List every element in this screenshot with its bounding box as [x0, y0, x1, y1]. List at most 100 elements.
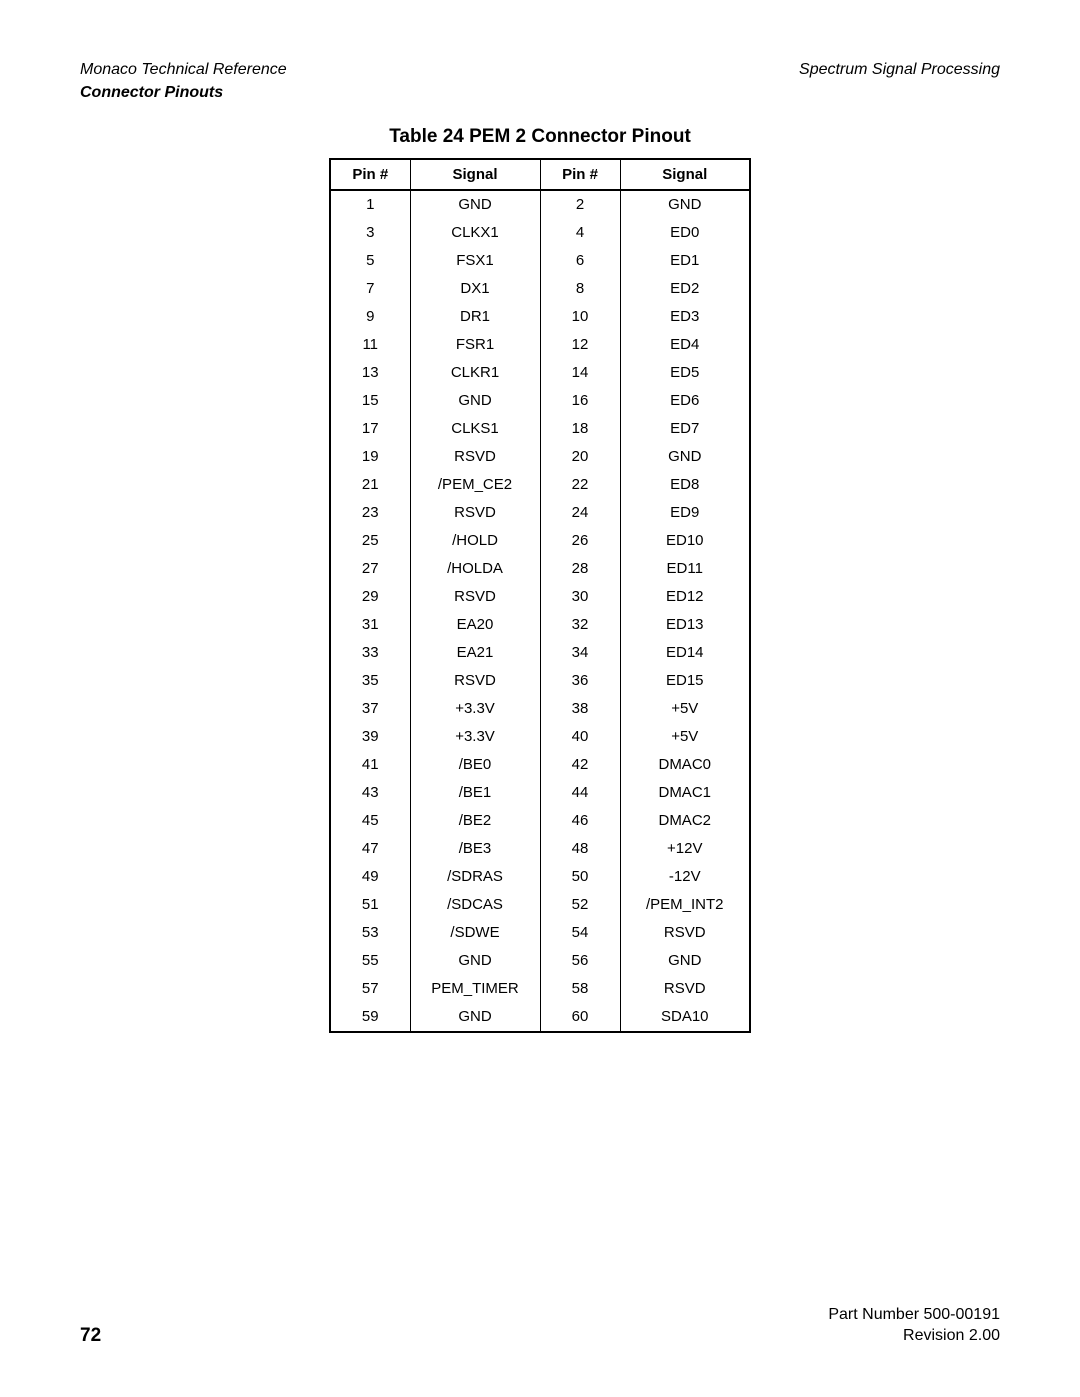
signal-cell: /BE2 [410, 807, 540, 835]
signal-cell: RSVD [410, 443, 540, 471]
pin-cell: 55 [330, 947, 410, 975]
pin-cell: 38 [540, 695, 620, 723]
pin-cell: 30 [540, 583, 620, 611]
table-row: 53/SDWE54RSVD [330, 919, 750, 947]
pin-cell: 22 [540, 471, 620, 499]
table-row: 49/SDRAS50-12V [330, 863, 750, 891]
table-row: 37+3.3V38+5V [330, 695, 750, 723]
doc-section: Connector Pinouts [80, 83, 287, 104]
signal-cell: ED3 [620, 303, 750, 331]
pin-cell: 26 [540, 527, 620, 555]
table-row: 55GND56GND [330, 947, 750, 975]
pin-cell: 23 [330, 499, 410, 527]
pin-cell: 48 [540, 835, 620, 863]
table-row: 45/BE246DMAC2 [330, 807, 750, 835]
pin-cell: 60 [540, 1003, 620, 1032]
signal-cell: /SDWE [410, 919, 540, 947]
pin-cell: 29 [330, 583, 410, 611]
signal-cell: GND [620, 947, 750, 975]
pin-cell: 40 [540, 723, 620, 751]
pin-cell: 27 [330, 555, 410, 583]
pin-cell: 32 [540, 611, 620, 639]
signal-cell: DX1 [410, 275, 540, 303]
signal-cell: +5V [620, 723, 750, 751]
pin-cell: 25 [330, 527, 410, 555]
pin-cell: 3 [330, 219, 410, 247]
signal-cell: /BE1 [410, 779, 540, 807]
signal-cell: GND [620, 190, 750, 219]
table-row: 31EA2032ED13 [330, 611, 750, 639]
pin-cell: 28 [540, 555, 620, 583]
signal-cell: ED14 [620, 639, 750, 667]
table-row: 5FSX16ED1 [330, 247, 750, 275]
signal-cell: /SDRAS [410, 863, 540, 891]
table-row: 39+3.3V40+5V [330, 723, 750, 751]
signal-cell: EA21 [410, 639, 540, 667]
pinout-table: Pin # Signal Pin # Signal 1GND2GND3CLKX1… [329, 158, 751, 1033]
pin-cell: 34 [540, 639, 620, 667]
table-row: 57PEM_TIMER58RSVD [330, 975, 750, 1003]
table-row: 29RSVD30ED12 [330, 583, 750, 611]
signal-cell: RSVD [620, 919, 750, 947]
col-header-pin-b: Pin # [540, 159, 620, 190]
table-row: 17CLKS118ED7 [330, 415, 750, 443]
header-right-block: Spectrum Signal Processing [799, 60, 1000, 104]
part-number: Part Number 500-00191 [828, 1304, 1000, 1326]
pin-cell: 7 [330, 275, 410, 303]
pin-cell: 52 [540, 891, 620, 919]
doc-title: Monaco Technical Reference [80, 60, 287, 81]
pin-cell: 2 [540, 190, 620, 219]
table-row: 21/PEM_CE222ED8 [330, 471, 750, 499]
table-row: 27/HOLDA28ED11 [330, 555, 750, 583]
pin-cell: 21 [330, 471, 410, 499]
signal-cell: ED11 [620, 555, 750, 583]
pin-cell: 44 [540, 779, 620, 807]
pin-cell: 5 [330, 247, 410, 275]
signal-cell: CLKX1 [410, 219, 540, 247]
signal-cell: ED0 [620, 219, 750, 247]
signal-cell: DR1 [410, 303, 540, 331]
pin-cell: 56 [540, 947, 620, 975]
signal-cell: ED6 [620, 387, 750, 415]
pin-cell: 31 [330, 611, 410, 639]
signal-cell: EA20 [410, 611, 540, 639]
signal-cell: /BE3 [410, 835, 540, 863]
signal-cell: ED15 [620, 667, 750, 695]
table-row: 41/BE042DMAC0 [330, 751, 750, 779]
pin-cell: 53 [330, 919, 410, 947]
table-row: 3CLKX14ED0 [330, 219, 750, 247]
pin-cell: 36 [540, 667, 620, 695]
signal-cell: RSVD [410, 667, 540, 695]
pin-cell: 46 [540, 807, 620, 835]
signal-cell: /BE0 [410, 751, 540, 779]
signal-cell: ED2 [620, 275, 750, 303]
table-row: 43/BE144DMAC1 [330, 779, 750, 807]
signal-cell: RSVD [620, 975, 750, 1003]
pin-cell: 6 [540, 247, 620, 275]
pin-cell: 43 [330, 779, 410, 807]
revision: Revision 2.00 [828, 1325, 1000, 1347]
pin-cell: 13 [330, 359, 410, 387]
table-row: 11FSR112ED4 [330, 331, 750, 359]
pin-cell: 20 [540, 443, 620, 471]
signal-cell: RSVD [410, 583, 540, 611]
table-row: 19RSVD20GND [330, 443, 750, 471]
signal-cell: +12V [620, 835, 750, 863]
signal-cell: ED9 [620, 499, 750, 527]
pin-cell: 24 [540, 499, 620, 527]
page-root: Monaco Technical Reference Connector Pin… [0, 0, 1080, 1397]
signal-cell: FSR1 [410, 331, 540, 359]
table-row: 25/HOLD26ED10 [330, 527, 750, 555]
pin-cell: 57 [330, 975, 410, 1003]
footer-right-block: Part Number 500-00191 Revision 2.00 [828, 1304, 1000, 1347]
signal-cell: DMAC2 [620, 807, 750, 835]
table-row: 7DX18ED2 [330, 275, 750, 303]
pin-cell: 41 [330, 751, 410, 779]
signal-cell: ED12 [620, 583, 750, 611]
col-header-signal-a: Signal [410, 159, 540, 190]
signal-cell: CLKS1 [410, 415, 540, 443]
signal-cell: RSVD [410, 499, 540, 527]
table-row: 59GND60SDA10 [330, 1003, 750, 1032]
signal-cell: /HOLD [410, 527, 540, 555]
pin-cell: 4 [540, 219, 620, 247]
